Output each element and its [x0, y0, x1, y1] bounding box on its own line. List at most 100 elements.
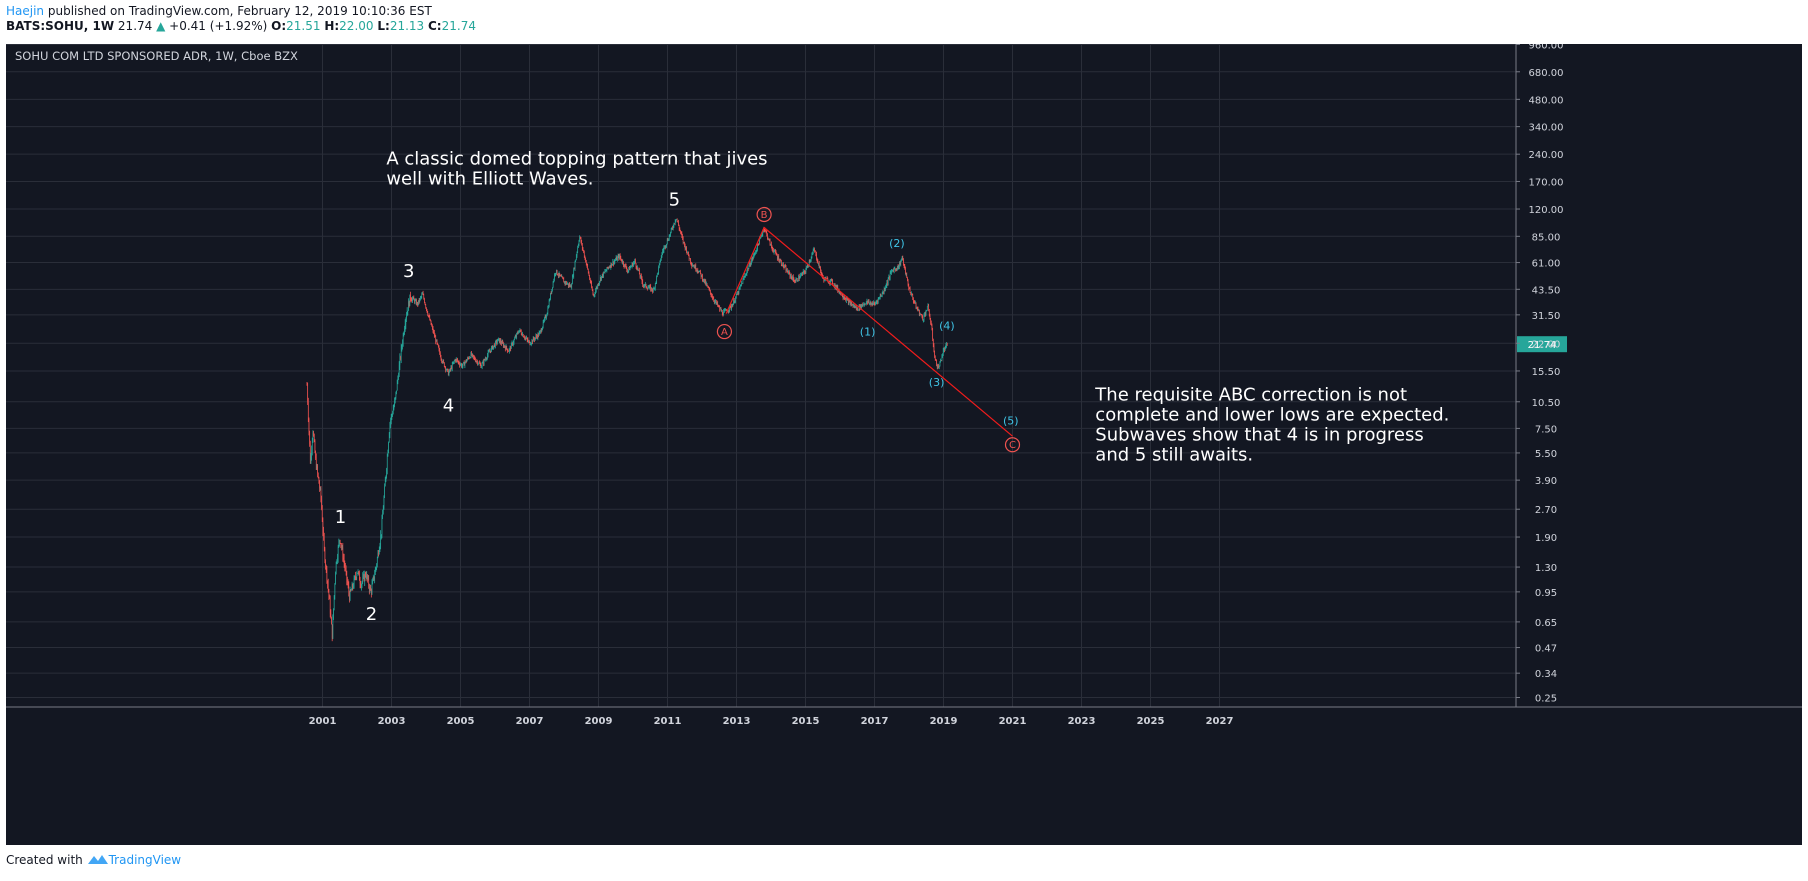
chart-panel[interactable]: 1 2 3 4 5 A B C (1) (2) (3) (4) (5) A classic domed t…	[6, 44, 1802, 845]
candle-body	[474, 357, 476, 360]
candle-body	[393, 406, 395, 410]
annotation-2-line: complete and lower lows are expected.	[1095, 404, 1449, 425]
candle-body	[576, 255, 577, 260]
candle-body	[366, 574, 367, 578]
overlay: 1 2 3 4 5 A B C (1) (2) (3) (4) (5) A classic domed t…	[335, 149, 1567, 625]
candle-body	[489, 350, 491, 352]
candle-body	[556, 270, 557, 274]
candle-body	[411, 300, 413, 302]
y-tick-label: 240.00	[1529, 150, 1564, 161]
y-tick-label: 2.70	[1535, 505, 1557, 516]
candle-body	[315, 452, 316, 459]
candle-body	[405, 318, 407, 325]
candle-body	[422, 293, 423, 295]
wave-label-circle	[756, 206, 772, 223]
candle-body	[385, 480, 386, 487]
candle-body	[700, 273, 702, 277]
annotation-2-line: The requisite ABC correction is not	[1094, 384, 1407, 405]
candle-body	[678, 222, 679, 226]
candle-body	[370, 586, 371, 591]
candle-body	[400, 357, 401, 359]
candle-body	[407, 310, 409, 312]
candle-body	[896, 268, 898, 270]
candle-body	[536, 335, 537, 337]
candle-body	[924, 313, 925, 315]
candle-body	[696, 269, 697, 271]
candle-body	[335, 572, 336, 585]
candle-body	[914, 302, 915, 304]
tradingview-link[interactable]: TradingView	[108, 853, 182, 867]
candle-body	[847, 298, 848, 300]
candle-body	[389, 423, 391, 434]
candle-body	[905, 267, 906, 274]
candle-body	[769, 240, 771, 246]
candle-body	[795, 279, 797, 283]
candle-body	[601, 274, 603, 277]
candle-body	[647, 287, 649, 289]
candle-body	[697, 270, 699, 272]
y-tick-label: 480.00	[1529, 95, 1564, 106]
candle-body	[860, 304, 861, 309]
candle-body	[569, 284, 570, 287]
candle-body	[433, 331, 434, 333]
candle-body	[806, 265, 808, 267]
candle-body	[684, 244, 686, 249]
price-chart[interactable]: 1 2 3 4 5 A B C (1) (2) (3) (4) (5) A classic domed t…	[6, 44, 1802, 845]
candle-body	[572, 276, 573, 285]
candle-body	[568, 283, 569, 286]
candle-body	[444, 366, 446, 368]
candle-body	[316, 458, 317, 469]
candle-body	[885, 285, 887, 288]
candle-body	[800, 275, 801, 278]
candle-body	[534, 339, 535, 340]
candle-body	[313, 432, 314, 436]
candle-body	[934, 352, 935, 357]
candle-body	[343, 558, 345, 564]
subwave-label: (1)	[860, 326, 876, 339]
candle-body	[855, 306, 856, 308]
candle-body	[767, 238, 769, 240]
y-tick-label: 170.00	[1529, 177, 1564, 188]
candle-body	[576, 252, 578, 256]
candle-body	[623, 261, 624, 265]
candle-body	[709, 289, 710, 291]
candle-body	[862, 304, 863, 306]
candle-body	[562, 276, 563, 279]
candle-body	[416, 300, 417, 305]
candle-body	[808, 261, 810, 266]
candle-body	[379, 544, 381, 550]
candle-body	[895, 268, 896, 270]
candle-body	[490, 350, 492, 352]
candle-body	[854, 305, 855, 307]
candle-body	[671, 228, 673, 229]
candle-body	[732, 303, 734, 307]
candle-body	[589, 275, 590, 280]
candle-body	[814, 250, 816, 252]
candle-body	[603, 271, 605, 273]
candle-body	[577, 247, 578, 253]
candle-body	[761, 234, 763, 236]
candle-body	[383, 497, 385, 509]
candle-body	[854, 305, 856, 308]
candle-body	[332, 618, 334, 639]
author-link[interactable]: Haejin	[6, 4, 45, 18]
candle-body	[856, 307, 858, 309]
candle-body	[580, 238, 582, 243]
candle-body	[678, 225, 680, 229]
candle-body	[399, 357, 401, 366]
candle-body	[639, 270, 640, 275]
candle-body	[694, 266, 695, 269]
candle-body	[525, 337, 526, 339]
candle-body	[446, 369, 447, 371]
candle-body	[375, 567, 377, 570]
open-label: O:	[271, 19, 287, 33]
candle-body	[901, 257, 903, 260]
candle-body	[735, 294, 737, 298]
candle-body	[573, 268, 574, 277]
candle-body	[339, 540, 341, 544]
candle-body	[550, 293, 551, 300]
candle-body	[850, 301, 851, 305]
y-tick-label: 31.50	[1532, 311, 1561, 322]
candle-body	[919, 309, 920, 315]
candle-body	[477, 361, 478, 365]
